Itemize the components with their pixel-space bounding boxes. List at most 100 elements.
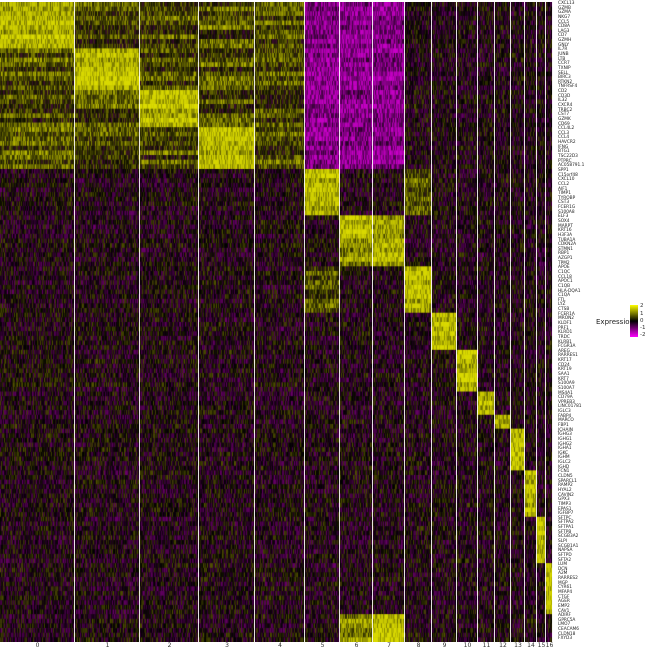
heatmap-cell bbox=[75, 168, 139, 174]
heatmap-cell bbox=[457, 289, 477, 295]
heatmap-cell bbox=[432, 359, 456, 365]
heatmap-cell bbox=[546, 479, 552, 485]
heatmap-cell bbox=[140, 461, 198, 467]
heatmap-cell bbox=[373, 117, 404, 123]
heatmap-cell bbox=[511, 488, 524, 494]
heatmap-cell bbox=[405, 141, 431, 147]
heatmap-cell bbox=[405, 590, 431, 596]
heatmap-cell bbox=[457, 363, 477, 369]
heatmap-cell bbox=[305, 479, 339, 485]
heatmap-cell bbox=[546, 192, 552, 198]
heatmap-cell bbox=[457, 20, 477, 26]
heatmap-cell bbox=[457, 590, 477, 596]
heatmap-cell bbox=[537, 150, 545, 156]
heatmap-cell bbox=[546, 270, 552, 276]
heatmap-cell bbox=[546, 539, 552, 545]
heatmap-cell bbox=[478, 567, 494, 573]
heatmap-cell bbox=[199, 201, 254, 207]
heatmap-cell bbox=[373, 456, 404, 462]
heatmap-cell bbox=[140, 187, 198, 193]
heatmap-cell bbox=[457, 192, 477, 198]
heatmap-cell bbox=[140, 145, 198, 151]
heatmap-cell bbox=[0, 150, 74, 156]
heatmap-cell bbox=[0, 308, 74, 314]
heatmap-cell bbox=[373, 94, 404, 100]
heatmap-cell bbox=[75, 335, 139, 341]
heatmap-cell bbox=[478, 308, 494, 314]
heatmap-cell bbox=[478, 470, 494, 476]
gene-label: TUBA1A bbox=[558, 237, 576, 243]
heatmap-cell bbox=[537, 396, 545, 402]
heatmap-cell bbox=[75, 442, 139, 448]
heatmap-cell bbox=[457, 470, 477, 476]
heatmap-cell bbox=[373, 178, 404, 184]
heatmap-cell bbox=[340, 210, 372, 216]
heatmap-cell bbox=[0, 618, 74, 624]
heatmap-cell bbox=[546, 442, 552, 448]
heatmap-cell bbox=[75, 43, 139, 49]
heatmap-cell bbox=[432, 326, 456, 332]
heatmap-cell bbox=[305, 530, 339, 536]
heatmap-cell bbox=[537, 99, 545, 105]
heatmap-cell bbox=[199, 298, 254, 304]
heatmap-cell bbox=[457, 178, 477, 184]
heatmap-cell bbox=[340, 94, 372, 100]
heatmap-cell bbox=[457, 29, 477, 35]
heatmap-cell bbox=[546, 335, 552, 341]
heatmap-cell bbox=[525, 349, 536, 355]
heatmap-cell bbox=[305, 303, 339, 309]
heatmap-cell bbox=[546, 104, 552, 109]
heatmap-cell bbox=[340, 150, 372, 156]
heatmap-cell bbox=[405, 289, 431, 295]
heatmap-cell bbox=[255, 243, 304, 249]
heatmap-cell bbox=[546, 312, 552, 318]
heatmap-cell bbox=[525, 289, 536, 295]
heatmap-cell bbox=[75, 600, 139, 606]
heatmap-cell bbox=[478, 451, 494, 457]
heatmap-cell bbox=[75, 155, 139, 160]
heatmap-cell bbox=[511, 447, 524, 453]
heatmap-cell bbox=[0, 488, 74, 494]
heatmap-cell bbox=[199, 572, 254, 578]
heatmap-cell bbox=[373, 289, 404, 295]
heatmap-cell bbox=[373, 210, 404, 216]
heatmap-cell bbox=[478, 535, 494, 541]
heatmap-cell bbox=[140, 257, 198, 263]
heatmap-cell bbox=[405, 117, 431, 123]
heatmap-cell bbox=[457, 377, 477, 383]
heatmap-cell bbox=[495, 563, 510, 569]
heatmap-cell bbox=[75, 424, 139, 429]
gene-label: CAV1 bbox=[558, 608, 570, 614]
heatmap-cell bbox=[405, 85, 431, 91]
heatmap-cell bbox=[75, 502, 139, 508]
heatmap-cell bbox=[340, 544, 372, 550]
cluster-divider bbox=[254, 2, 255, 642]
heatmap-cell bbox=[255, 127, 304, 133]
heatmap-cell bbox=[511, 238, 524, 244]
heatmap-cell bbox=[511, 396, 524, 402]
heatmap-cell bbox=[546, 544, 552, 550]
heatmap-cell bbox=[546, 331, 552, 337]
heatmap-cell bbox=[199, 80, 254, 86]
heatmap-cell bbox=[546, 261, 552, 267]
heatmap-cell bbox=[537, 29, 545, 35]
heatmap-cell bbox=[140, 447, 198, 453]
heatmap-cell bbox=[478, 479, 494, 485]
heatmap-cell bbox=[199, 43, 254, 49]
heatmap-cell bbox=[511, 558, 524, 564]
heatmap-cell bbox=[199, 400, 254, 406]
heatmap-cell bbox=[255, 581, 304, 587]
heatmap-cell bbox=[495, 553, 510, 559]
heatmap-cell bbox=[373, 284, 404, 290]
heatmap-cell bbox=[199, 618, 254, 624]
heatmap-cell bbox=[140, 604, 198, 610]
heatmap-cell bbox=[405, 628, 431, 634]
heatmap-cell bbox=[537, 359, 545, 365]
heatmap-cell bbox=[340, 261, 372, 267]
heatmap-cell bbox=[537, 609, 545, 615]
gene-label: AGER bbox=[558, 599, 570, 605]
heatmap-cell bbox=[432, 159, 456, 165]
heatmap-cell bbox=[405, 502, 431, 508]
heatmap-cell bbox=[255, 479, 304, 485]
heatmap-cell bbox=[511, 11, 524, 17]
